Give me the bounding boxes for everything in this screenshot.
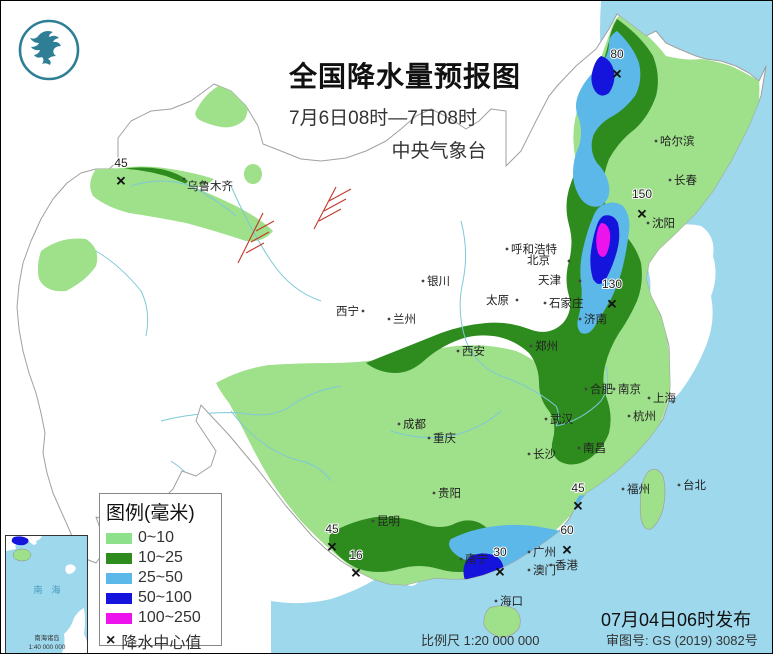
svg-text:南海诸岛: 南海诸岛 bbox=[34, 633, 59, 642]
svg-text:南 海: 南 海 bbox=[33, 584, 60, 595]
svg-text:1:40 000 000: 1:40 000 000 bbox=[29, 644, 66, 651]
